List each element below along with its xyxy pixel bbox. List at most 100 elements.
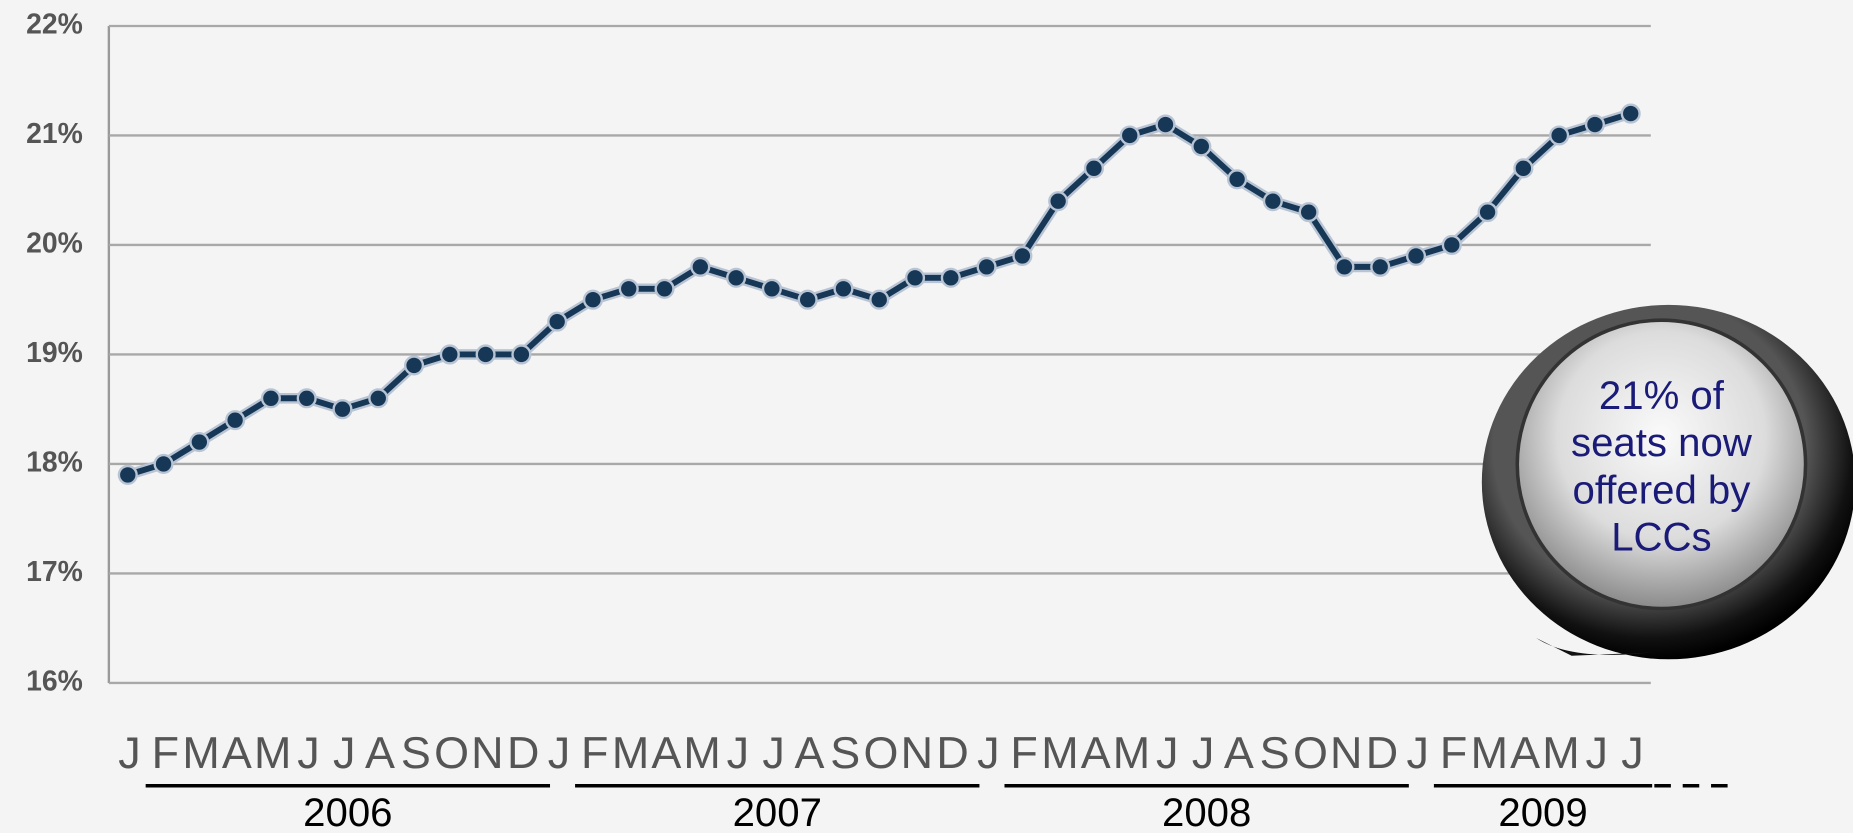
data-point — [513, 346, 531, 364]
x-tick-label: A — [1224, 727, 1254, 778]
x-tick-label: D — [936, 727, 967, 778]
annotation-line: seats now — [1571, 420, 1753, 465]
year-label: 2007 — [733, 790, 822, 833]
data-point — [870, 291, 888, 309]
x-tick-label: O — [864, 727, 897, 778]
year-label: 2008 — [1162, 790, 1251, 833]
y-tick-label: 20% — [26, 227, 83, 259]
data-point — [119, 466, 137, 484]
annotation-line: LCCs — [1611, 515, 1711, 560]
data-point — [906, 269, 924, 287]
y-tick-label: 18% — [26, 446, 83, 478]
x-tick-label: F — [581, 727, 607, 778]
data-point — [1514, 159, 1532, 177]
y-tick-label: 22% — [26, 8, 83, 40]
data-point — [226, 411, 244, 429]
chart: 16%17%18%19%20%21%22% JFMAMJJASONDJFMAMJ… — [0, 0, 1853, 833]
data-point — [1407, 247, 1425, 265]
x-tick-label: D — [1366, 727, 1397, 778]
data-point — [548, 313, 566, 331]
year-label: 2009 — [1498, 790, 1587, 833]
x-tick-label: F — [1010, 727, 1036, 778]
annotation-line: offered by — [1572, 467, 1750, 512]
data-point — [155, 455, 173, 473]
x-tick-label: J — [1192, 727, 1212, 778]
data-point — [1479, 203, 1497, 221]
x-tick-label: A — [365, 727, 395, 778]
x-tick-label: A — [651, 727, 681, 778]
data-point — [1443, 236, 1461, 254]
x-tick-label: M — [1542, 727, 1576, 778]
x-tick-label: O — [434, 727, 467, 778]
x-tick-label: A — [222, 727, 252, 778]
data-point — [691, 258, 709, 276]
x-tick-label: A — [1081, 727, 1111, 778]
x-tick-label: J — [548, 727, 568, 778]
x-tick-label: F — [152, 727, 178, 778]
data-point — [727, 269, 745, 287]
x-tick-label: J — [977, 727, 997, 778]
y-tick-label: 21% — [26, 118, 83, 150]
x-tick-label: S — [1260, 727, 1288, 778]
y-tick-label: 17% — [26, 556, 83, 588]
data-point — [1622, 105, 1640, 123]
data-point — [441, 346, 459, 364]
data-point — [1586, 116, 1604, 134]
data-point — [799, 291, 817, 309]
x-tick-label: D — [507, 727, 538, 778]
data-point — [1085, 159, 1103, 177]
x-tick-label: N — [471, 727, 500, 778]
data-point — [1264, 192, 1282, 210]
data-point — [1336, 258, 1354, 276]
x-tick-label: J — [297, 727, 317, 778]
x-tick-label: J — [118, 727, 138, 778]
x-tick-label: A — [1510, 727, 1540, 778]
year-label: 2006 — [303, 790, 392, 833]
x-tick-label: M — [182, 727, 216, 778]
x-tick-label: J — [1585, 727, 1605, 778]
y-tick-label: 19% — [26, 337, 83, 369]
data-point — [978, 258, 996, 276]
data-point — [1192, 138, 1210, 156]
data-point — [1300, 203, 1318, 221]
data-point — [334, 400, 352, 418]
data-point — [298, 389, 316, 407]
x-tick-label: M — [1471, 727, 1505, 778]
x-tick-label: F — [1440, 727, 1466, 778]
x-tick-label: N — [1330, 727, 1359, 778]
data-point — [656, 280, 674, 298]
data-point — [1014, 247, 1032, 265]
x-tick-label: J — [727, 727, 747, 778]
x-tick-label: J — [1407, 727, 1427, 778]
data-point — [620, 280, 638, 298]
x-tick-label: J — [1621, 727, 1641, 778]
x-tick-label: S — [830, 727, 858, 778]
data-point — [1121, 127, 1139, 145]
data-point — [835, 280, 853, 298]
data-point — [942, 269, 960, 287]
data-point — [1550, 127, 1568, 145]
data-point — [369, 389, 387, 407]
data-point — [405, 357, 423, 375]
x-tick-label: J — [333, 727, 353, 778]
x-tick-label: M — [254, 727, 288, 778]
data-point — [190, 433, 208, 451]
data-point — [584, 291, 602, 309]
data-point — [763, 280, 781, 298]
y-tick-label: 16% — [26, 665, 83, 697]
x-tick-label: A — [794, 727, 824, 778]
x-tick-label: J — [1156, 727, 1176, 778]
x-tick-label: S — [401, 727, 429, 778]
x-tick-label: O — [1293, 727, 1326, 778]
x-tick-label: M — [683, 727, 717, 778]
data-point — [1371, 258, 1389, 276]
x-tick-label: M — [1041, 727, 1075, 778]
data-point — [262, 389, 280, 407]
x-tick-label: J — [762, 727, 782, 778]
data-point — [477, 346, 495, 364]
x-tick-label: N — [901, 727, 930, 778]
data-point — [1157, 116, 1175, 134]
x-tick-label: M — [612, 727, 646, 778]
annotation-line: 21% of — [1599, 373, 1725, 418]
